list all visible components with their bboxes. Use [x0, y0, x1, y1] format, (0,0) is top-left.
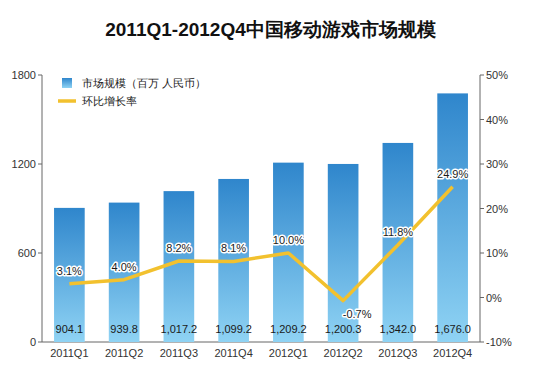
- bar-label: 1,017.2: [161, 323, 198, 335]
- y2-tick-label: 40%: [486, 114, 508, 126]
- y2-tick-label: 10%: [486, 247, 508, 259]
- y-tick: [38, 253, 42, 254]
- bar: [54, 208, 85, 342]
- y-tick: [38, 75, 42, 76]
- line-label: 24.9%: [437, 168, 468, 180]
- bar-label: 1,200.3: [325, 323, 362, 335]
- line-label: 10.0%: [273, 234, 304, 246]
- bar: [164, 191, 195, 342]
- y-tick-label: 1200: [12, 158, 36, 170]
- x-axis: [42, 342, 480, 343]
- x-tick-label: 2011Q1: [50, 347, 88, 359]
- bar-label: 1,676.0: [434, 323, 471, 335]
- data-labels: 904.1 939.8 1,017.2 1,099.2 1,209.2 1,200.3 1,…: [56, 168, 471, 335]
- y-tick-label: 600: [18, 247, 36, 259]
- y2-tick: [480, 119, 484, 120]
- line-label: 3.1%: [57, 265, 82, 277]
- bar-label: 1,209.2: [270, 323, 307, 335]
- bar: [109, 203, 140, 342]
- y2-tick-label: -10%: [486, 336, 512, 348]
- bar: [437, 93, 468, 342]
- title: 2011Q1-2012Q4中国移动游戏市场规模: [105, 19, 436, 40]
- y2-tick-label: 50%: [486, 69, 508, 81]
- legend-swatch: [62, 78, 72, 88]
- y2-tick-label: 20%: [486, 203, 508, 215]
- x-tick-label: 2011Q3: [160, 347, 198, 359]
- x-tick-label: 2012Q2: [324, 347, 363, 359]
- line-label: 11.8%: [383, 226, 414, 238]
- y2-tick: [480, 75, 484, 76]
- bar-label: 904.1: [56, 323, 84, 335]
- y2-tick-label: 30%: [486, 158, 508, 170]
- x-tick-label: 2012Q1: [269, 347, 308, 359]
- y2-tick: [480, 164, 484, 165]
- y-tick-label: 1800: [12, 69, 36, 81]
- line-label: 4.0%: [112, 261, 137, 273]
- marks: [54, 93, 468, 342]
- y2-tick: [480, 253, 484, 254]
- legend-label: 市场规模（百万 人民币）: [82, 77, 206, 89]
- line-label: 8.1%: [221, 242, 246, 254]
- y-tick: [38, 342, 42, 343]
- line-label: -0.7%: [343, 308, 372, 320]
- chart: 2011Q1-2012Q4中国移动游戏市场规模 0 600 1200 1800 -10% 0…: [0, 0, 541, 375]
- legend-label: 环比增长率: [82, 95, 137, 107]
- y2-tick: [480, 208, 484, 209]
- x-tick-label: 2011Q2: [105, 347, 143, 359]
- legend: 市场规模（百万 人民币） 环比增长率: [58, 77, 206, 107]
- y2-tick-label: 0%: [486, 292, 502, 304]
- x-tick-label: 2011Q4: [214, 347, 252, 359]
- bar-label: 1,099.2: [215, 323, 252, 335]
- x-tick-label: 2012Q4: [433, 347, 472, 359]
- y-axis: [42, 75, 43, 342]
- legend-swatch: [58, 99, 76, 103]
- y-tick: [38, 164, 42, 165]
- growth-line: [69, 187, 452, 301]
- y2-tick: [480, 342, 484, 343]
- x-tick-label: 2012Q3: [378, 347, 417, 359]
- line-label: 8.2%: [166, 242, 191, 254]
- y-tick-label: 0: [30, 336, 36, 348]
- y2-tick: [480, 297, 484, 298]
- bar-label: 1,342.0: [380, 323, 417, 335]
- bar-label: 939.8: [110, 323, 138, 335]
